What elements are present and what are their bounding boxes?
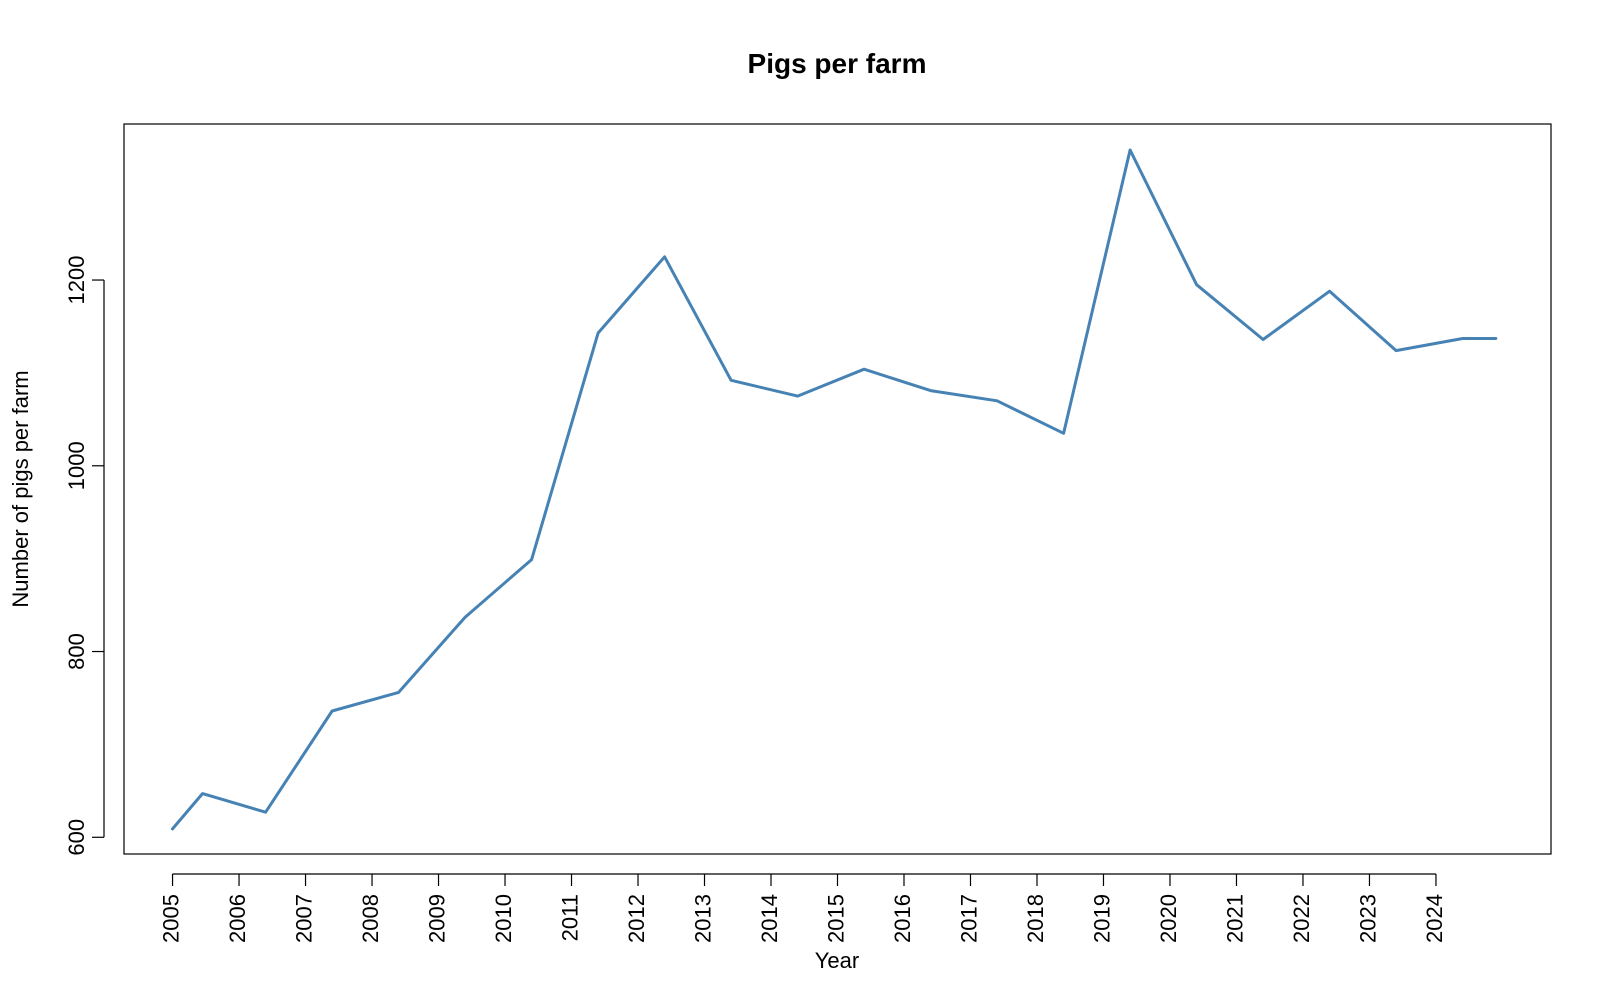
data-point: [1262, 338, 1265, 341]
x-tick-label: 2010: [491, 894, 516, 943]
data-point: [796, 395, 799, 398]
data-point: [201, 792, 204, 795]
data-point: [1062, 432, 1065, 435]
data-point: [530, 558, 533, 561]
data-point: [264, 811, 267, 814]
y-tick-label: 1200: [64, 256, 89, 305]
series-layer: [171, 148, 1498, 831]
x-tick-label: 2024: [1422, 894, 1447, 943]
data-point: [1395, 349, 1398, 352]
data-point: [730, 379, 733, 382]
plot-frame: [123, 123, 1552, 855]
data-point: [464, 616, 467, 619]
data-point: [1129, 149, 1132, 152]
x-tick-label: 2007: [291, 894, 316, 943]
x-tick-label: 2015: [823, 894, 848, 943]
data-point: [1195, 283, 1198, 286]
data-point: [996, 399, 999, 402]
series-line-pigs-per-farm: [171, 148, 1498, 831]
x-tick-label: 2011: [557, 894, 582, 941]
x-tick-label: 2012: [624, 894, 649, 943]
x-tick-label: 2005: [158, 894, 183, 943]
x-tick-label: 2018: [1023, 894, 1048, 943]
data-point: [597, 332, 600, 335]
y-tick-label: 600: [64, 819, 89, 856]
data-point: [171, 827, 174, 830]
y-axis: 600 800 1000 1200: [64, 256, 105, 856]
x-tick-label: 2019: [1089, 894, 1114, 943]
x-axis: 2005 2006 2007 2008 2009 2010 2011 2012 2013 2014…: [158, 873, 1447, 943]
x-tick-label: 2017: [956, 894, 981, 943]
x-tick-label: 2020: [1156, 894, 1181, 943]
x-tick-label: 2013: [690, 894, 715, 943]
y-axis-label: Number of pigs per farm: [8, 370, 33, 607]
data-point: [1461, 337, 1464, 340]
x-tick-label: 2008: [358, 894, 383, 943]
x-tick-label: 2016: [890, 894, 915, 943]
data-point: [929, 389, 932, 392]
x-tick-label: 2006: [225, 894, 250, 943]
y-tick-label: 800: [64, 633, 89, 670]
y-tick-label: 1000: [64, 441, 89, 490]
x-tick-label: 2022: [1289, 894, 1314, 943]
data-point: [397, 691, 400, 694]
x-tick-label: 2021: [1222, 894, 1247, 943]
data-point: [863, 368, 866, 371]
data-point: [1494, 337, 1497, 340]
x-tick-label: 2009: [424, 894, 449, 943]
chart-title: Pigs per farm: [748, 48, 927, 79]
data-point: [1328, 290, 1331, 293]
data-point: [331, 710, 334, 713]
x-tick-label: 2014: [757, 894, 782, 943]
data-point: [663, 255, 666, 258]
x-tick-label: 2023: [1355, 894, 1380, 943]
x-axis-label: Year: [815, 948, 859, 973]
